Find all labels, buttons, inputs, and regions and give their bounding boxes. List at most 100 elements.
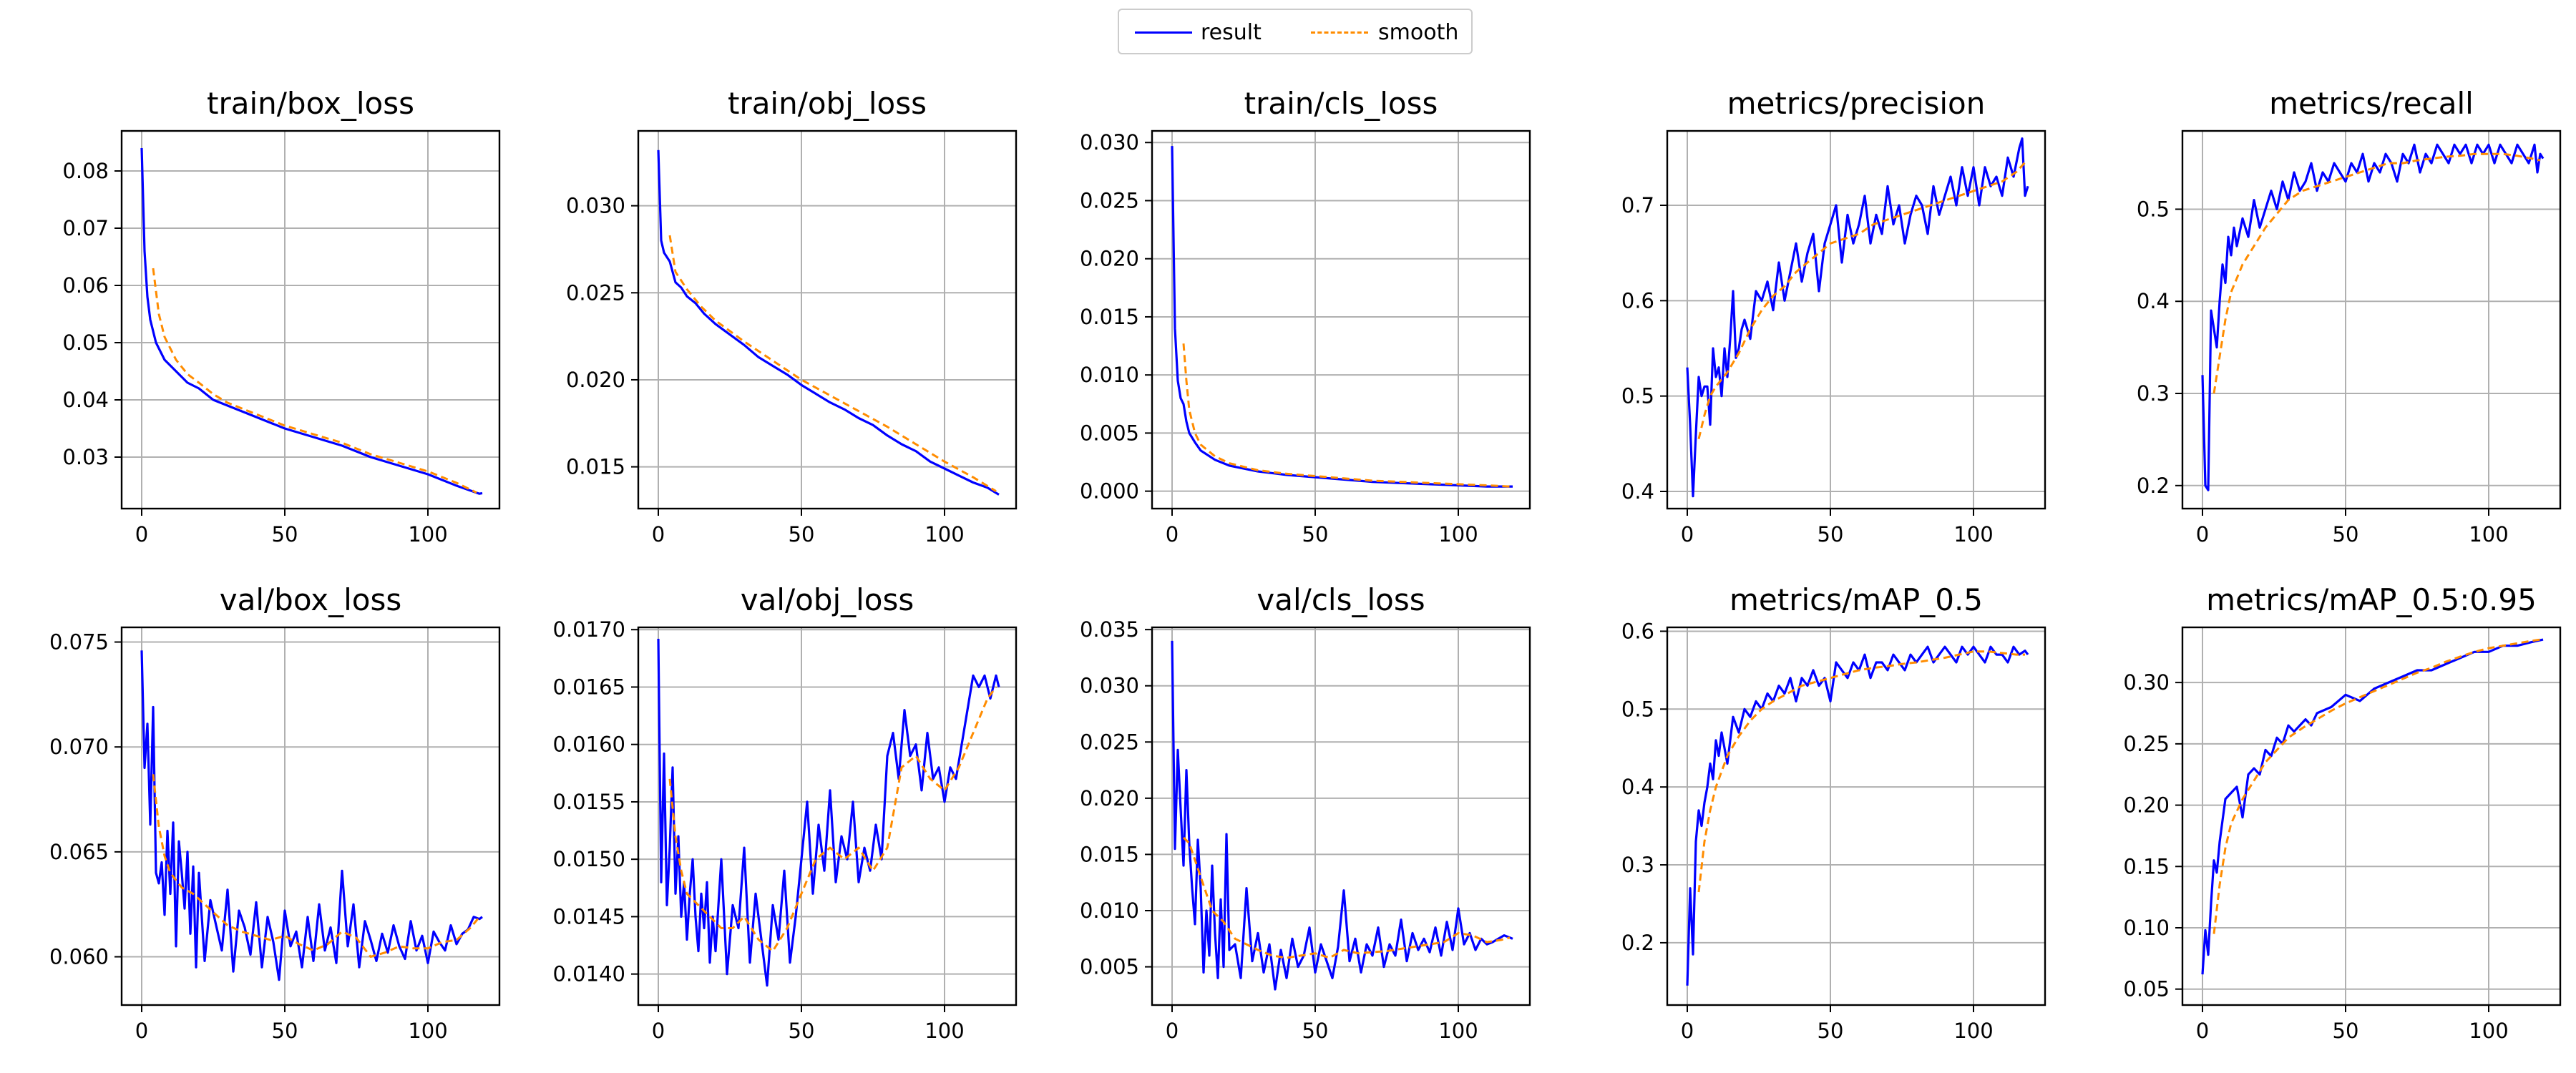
series-line-smooth [668, 235, 997, 492]
series-line-smooth [152, 774, 481, 958]
y-tick-label: 0.010 [1080, 363, 1139, 387]
y-tick-label: 0.03 [62, 445, 109, 469]
x-tick-label: 50 [1818, 1019, 1844, 1043]
plot-frame [2181, 129, 2562, 510]
y-tick-label: 0.015 [566, 455, 625, 479]
series-line-result [140, 147, 483, 495]
x-tick-label: 0 [1166, 1019, 1179, 1043]
chart-title: val/obj_loss [741, 582, 914, 617]
y-tick-label: 0.030 [566, 194, 625, 218]
y-tick-label: 0.075 [49, 630, 109, 655]
legend-smooth-label: smooth [1378, 20, 1459, 45]
y-tick-label: 0.010 [1080, 898, 1139, 923]
y-tick-label: 0.005 [1080, 955, 1139, 979]
series-line-result [1171, 640, 1513, 991]
y-tick-label: 0.025 [566, 280, 625, 305]
y-tick-label: 0.5 [1621, 384, 1654, 408]
y-tick-label: 0.2 [2137, 474, 2170, 498]
y-tick-label: 0.030 [1080, 674, 1139, 698]
y-tick-label: 0.0165 [553, 675, 625, 699]
y-tick-label: 0.025 [1080, 730, 1139, 754]
x-tick-label: 0 [2196, 522, 2209, 547]
chart-panel-6: 0 50 100 0.060 0.065 0.070 0.075 val/box_loss [49, 582, 501, 1043]
series-line-smooth [152, 268, 477, 494]
y-tick-label: 0.0170 [553, 617, 625, 642]
y-tick-label: 0.000 [1080, 479, 1139, 504]
series-line-smooth [2212, 638, 2541, 934]
x-tick-label: 0 [652, 1019, 665, 1043]
x-tick-label: 0 [1681, 1019, 1694, 1043]
x-tick-label: 50 [272, 1019, 298, 1043]
y-tick-label: 0.0145 [553, 904, 625, 929]
x-tick-label: 50 [1302, 1019, 1329, 1043]
y-tick-label: 0.015 [1080, 305, 1139, 329]
chart-panel-9: 0 50 100 0.2 0.3 0.4 0.5 0.6 metrics/mAP_0.5 [1621, 582, 2046, 1043]
x-tick-label: 50 [789, 1019, 815, 1043]
legend-result-swatch [1135, 31, 1192, 34]
plot-frame [1151, 129, 1531, 510]
x-tick-label: 0 [652, 522, 665, 547]
chart-title: val/cls_loss [1257, 582, 1425, 617]
plot-frame [1666, 626, 2046, 1006]
x-tick-label: 50 [1302, 522, 1329, 547]
y-tick-label: 0.3 [2137, 381, 2170, 406]
chart-panel-2: 0 50 100 0.015 0.020 0.025 0.030 train/obj_loss [566, 86, 1018, 547]
series-line-result [1686, 645, 2029, 986]
chart-title: metrics/precision [1727, 86, 1986, 121]
plot-frame [2181, 626, 2562, 1006]
chart-panel-7: 0 50 100 0.0140 0.0145 0.0150 0.0155 0.0160 0.01… [553, 582, 1018, 1043]
x-tick-label: 100 [2469, 1019, 2508, 1043]
y-tick-label: 0.0160 [553, 733, 625, 757]
y-tick-label: 0.5 [1621, 697, 1654, 721]
y-tick-label: 0.5 [2137, 197, 2170, 221]
x-tick-label: 100 [408, 1019, 447, 1043]
x-tick-label: 0 [135, 522, 148, 547]
series-line-result [657, 638, 1000, 987]
chart-panel-5: 0 50 100 0.2 0.3 0.4 0.5 metrics/recall [2137, 86, 2562, 547]
x-tick-label: 100 [1953, 1019, 1993, 1043]
plot-frame [637, 129, 1018, 510]
y-tick-label: 0.6 [1621, 619, 1654, 643]
y-tick-label: 0.4 [2137, 289, 2170, 313]
x-tick-label: 50 [2333, 522, 2359, 547]
x-tick-label: 100 [924, 522, 964, 547]
series-line-smooth [1697, 161, 2026, 440]
chart-title: val/box_loss [220, 582, 401, 617]
legend: result smooth [1118, 9, 1473, 54]
plot-frame [637, 626, 1018, 1006]
series-line-result [2201, 143, 2545, 491]
series-line-result [2201, 638, 2544, 975]
x-tick-label: 0 [1681, 522, 1694, 547]
y-tick-label: 0.060 [49, 945, 109, 969]
x-tick-label: 0 [135, 1019, 148, 1043]
x-tick-label: 100 [2469, 522, 2508, 547]
plot-frame [1151, 626, 1531, 1006]
y-tick-label: 0.020 [1080, 786, 1139, 810]
series-line-result [1686, 137, 2029, 498]
y-tick-label: 0.15 [2123, 854, 2170, 878]
y-tick-label: 0.04 [62, 388, 109, 412]
y-tick-label: 0.07 [62, 216, 109, 240]
series-line-smooth [668, 686, 997, 953]
y-tick-label: 0.10 [2123, 916, 2170, 940]
y-tick-label: 0.6 [1621, 288, 1654, 313]
series-line-smooth [1182, 836, 1511, 959]
y-tick-label: 0.070 [49, 735, 109, 759]
chart-title: train/obj_loss [728, 86, 927, 121]
y-tick-label: 0.06 [62, 273, 109, 298]
chart-title: metrics/mAP_0.5:0.95 [2206, 582, 2537, 617]
series-line-result [1171, 146, 1513, 488]
y-tick-label: 0.30 [2123, 670, 2170, 695]
y-tick-label: 0.035 [1080, 617, 1139, 642]
chart-panel-10: 0 50 100 0.05 0.10 0.15 0.20 0.25 0.30 metrics/mA… [2123, 582, 2562, 1043]
y-tick-label: 0.2 [1621, 931, 1654, 955]
plot-frame [1666, 129, 2046, 510]
series-line-result [140, 650, 483, 981]
chart-title: metrics/mAP_0.5 [1729, 582, 1983, 617]
legend-result-label: result [1201, 20, 1262, 45]
plot-frame [120, 129, 501, 510]
series-line-smooth [1697, 650, 2025, 893]
x-tick-label: 100 [1438, 522, 1478, 547]
y-tick-label: 0.015 [1080, 842, 1139, 866]
